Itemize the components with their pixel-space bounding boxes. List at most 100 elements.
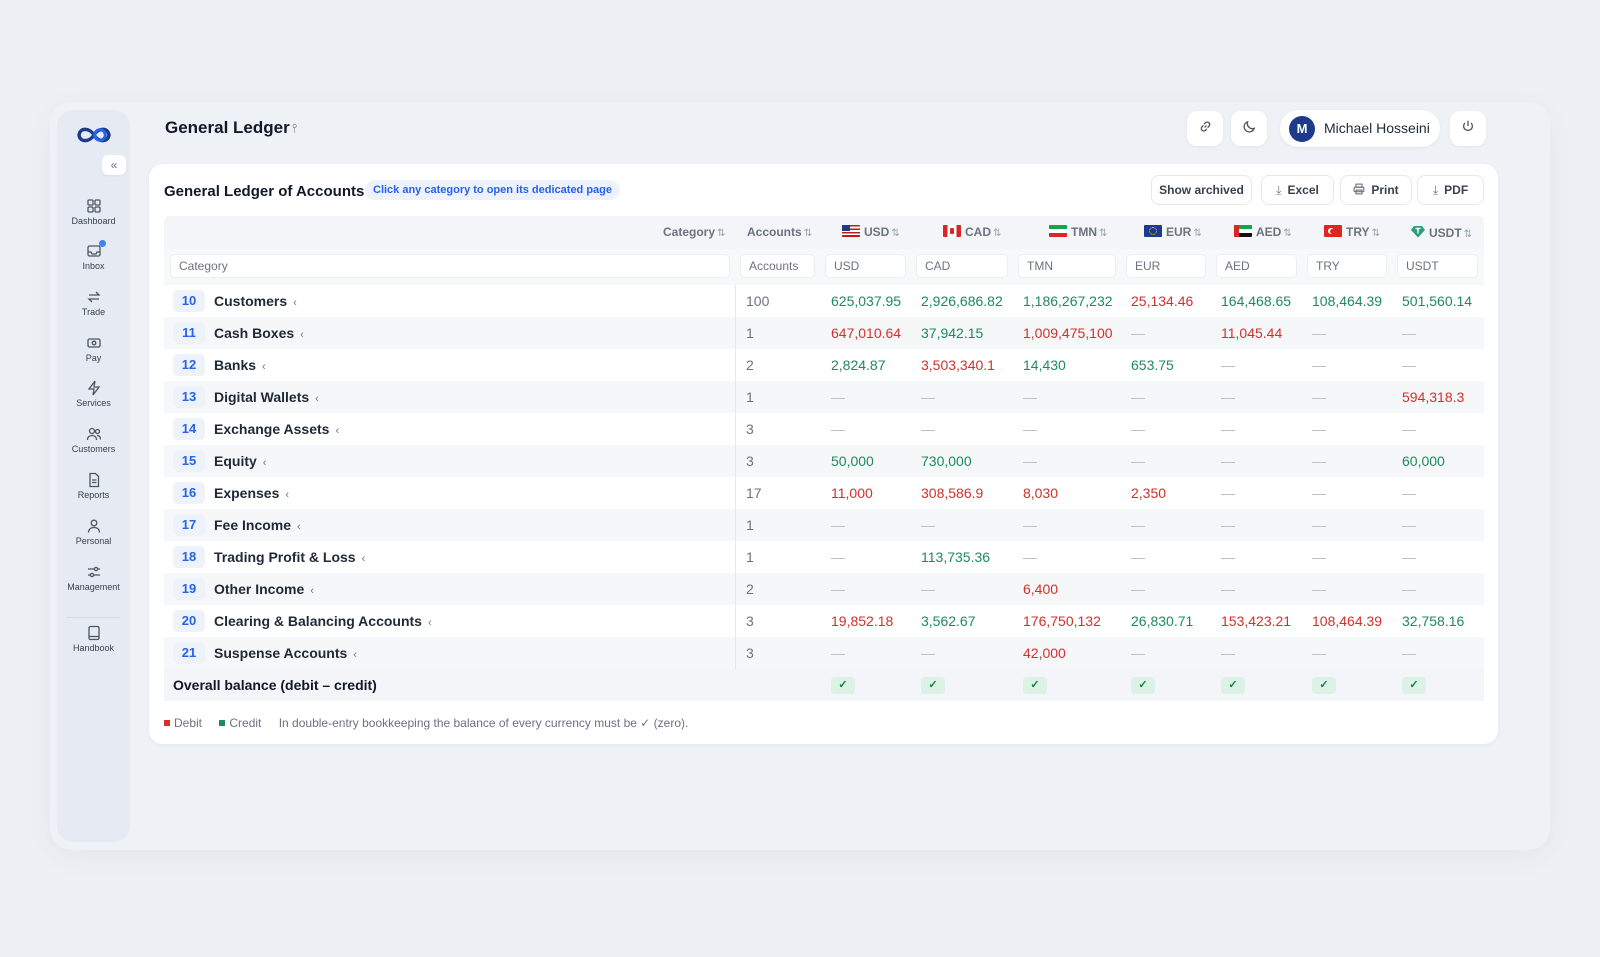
column-divider [735,413,736,445]
usdt-filter-input[interactable] [1397,254,1478,278]
sort-category-header[interactable]: Category ⇅ [663,225,725,239]
show-archived-button[interactable]: Show archived [1151,175,1252,205]
sidebar-item-label: Personal [75,536,112,546]
copy-link-button[interactable] [1187,111,1223,146]
sort-try-header[interactable]: TRY ⇅ [1324,225,1380,239]
sidebar-item-customers[interactable]: Customers [57,426,130,454]
table-row[interactable]: 12 Banks ‹ 2 2,824.87 3,503,340.1 14,430 653.75… [164,349,1484,381]
app-window: « Dashboard Inbox Trade Pay Services Cus… [50,102,1550,850]
sidebar-item-handbook[interactable]: Handbook [57,625,130,653]
try-balance: 108,464.39 [1312,293,1383,309]
category-link[interactable]: Cash Boxes ‹ [214,325,304,341]
aed-filter-input[interactable] [1216,254,1297,278]
table-row[interactable]: 15 Equity ‹ 3 50,000 730,000 — — — — 60,000 [164,445,1484,477]
category-link[interactable]: Suspense Accounts ‹ [214,645,357,661]
usd-filter-input[interactable] [825,254,906,278]
column-divider [735,445,736,477]
link-icon [1198,119,1213,139]
category-link[interactable]: Banks ‹ [214,357,266,373]
cad-balance: — [921,645,935,661]
category-link[interactable]: Trading Profit & Loss ‹ [214,549,365,565]
table-row[interactable]: 19 Other Income ‹ 2 — — 6,400 — — — — [164,573,1484,605]
sidebar-item-pay[interactable]: Pay [57,335,130,363]
table-row[interactable]: 10 Customers ‹ 100 625,037.95 2,926,686.82 1,1… [164,285,1484,317]
usdt-balance: 501,560.14 [1402,293,1473,309]
services-icon [86,380,102,396]
logout-button[interactable] [1450,111,1486,146]
tmn-balance: 8,030 [1023,485,1059,501]
category-link[interactable]: Fee Income ‹ [214,517,301,533]
table-row[interactable]: 13 Digital Wallets ‹ 1 — — — — — — 594,318.3 [164,381,1484,413]
aed-balance: — [1221,389,1235,405]
try-balance: — [1312,389,1326,405]
chevron-left-icon: ‹ [297,521,301,533]
eur-balance: — [1131,645,1145,661]
sidebar-item-reports[interactable]: Reports [57,472,130,500]
category-link[interactable]: Clearing & Balancing Accounts ‹ [214,613,432,629]
usdt-balance: — [1402,549,1416,565]
table-row[interactable]: 17 Fee Income ‹ 1 — — — — — — — [164,509,1484,541]
cad-filter-input[interactable] [916,254,1008,278]
table-row[interactable]: 14 Exchange Assets ‹ 3 — — — — — — — [164,413,1484,445]
category-link[interactable]: Digital Wallets ‹ [214,389,319,405]
sidebar-item-personal[interactable]: Personal [57,518,130,546]
user-menu[interactable]: M Michael Hosseini [1280,110,1440,147]
print-button[interactable]: Print [1340,175,1412,205]
accounts-count: 1 [746,549,754,565]
try-filter-input[interactable] [1307,254,1387,278]
sidebar-item-dashboard[interactable]: Dashboard [57,198,130,226]
category-link[interactable]: Equity ‹ [214,453,266,469]
category-name: Exchange Assets [214,421,330,437]
table-row[interactable]: 18 Trading Profit & Loss ‹ 1 — 113,735.36 — — — —… [164,541,1484,573]
sidebar-item-label: Handbook [72,643,115,653]
unread-dot [98,240,106,247]
accounts-filter-input[interactable] [740,254,815,278]
tmn-filter-input[interactable] [1018,254,1116,278]
try-balance: — [1312,485,1326,501]
sort-usd-header[interactable]: USD ⇅ [842,225,900,239]
category-link[interactable]: Customers ‹ [214,293,297,309]
sort-usdt-header[interactable]: USDT ⇅ [1411,225,1472,240]
table-row[interactable]: 20 Clearing & Balancing Accounts ‹ 3 19,852.… [164,605,1484,637]
category-link[interactable]: Expenses ‹ [214,485,289,501]
sort-icon: ⇅ [891,228,900,239]
category-link[interactable]: Other Income ‹ [214,581,314,597]
balance-row: Overall balance (debit – credit) ✓ ✓ ✓ ✓… [164,669,1484,701]
collapse-sidebar-button[interactable]: « [102,155,126,175]
sidebar-item-trade[interactable]: Trade [57,289,130,317]
pin-icon[interactable]: ⫯ [292,121,298,135]
filter-row [164,249,1484,285]
category-filter-input[interactable] [170,254,730,278]
us-flag-icon [842,225,860,237]
usd-balance: — [831,421,845,437]
sort-tmn-header[interactable]: TMN ⇅ [1049,225,1107,239]
column-divider [735,477,736,509]
excel-button[interactable]: ⤓ Excel [1261,175,1334,205]
dark-mode-toggle[interactable] [1231,111,1267,146]
table-row[interactable]: 11 Cash Boxes ‹ 1 647,010.64 37,942.15 1,009,4… [164,317,1484,349]
pay-icon [86,335,102,351]
category-code: 19 [173,578,205,600]
tmn-balance: 6,400 [1023,581,1059,597]
logo-icon[interactable] [74,122,114,148]
table-row[interactable]: 16 Expenses ‹ 17 11,000 308,586.9 8,030 2,350 — —… [164,477,1484,509]
aed-balance: — [1221,581,1235,597]
category-name: Fee Income [214,517,292,533]
personal-icon [86,518,102,534]
sort-aed-header[interactable]: AED ⇅ [1234,225,1292,239]
aed-balance: — [1221,421,1235,437]
sort-accounts-header[interactable]: Accounts ⇅ [747,225,812,239]
cad-balance: 308,586.9 [921,485,984,501]
table-row[interactable]: 21 Suspense Accounts ‹ 3 — — 42,000 — — — — [164,637,1484,669]
sidebar-item-services[interactable]: Services [57,380,130,408]
eur-filter-input[interactable] [1126,254,1206,278]
column-divider [735,381,736,413]
sidebar-item-inbox[interactable]: Inbox [57,240,130,271]
category-link[interactable]: Exchange Assets ‹ [214,421,339,437]
sort-eur-header[interactable]: EUR ⇅ [1144,225,1202,239]
pdf-button[interactable]: ⤓ PDF [1417,175,1484,205]
aed-balance: 153,423.21 [1221,613,1292,629]
eur-balance: — [1131,421,1145,437]
sidebar-item-management[interactable]: Management [57,564,130,592]
sort-cad-header[interactable]: CAD ⇅ [943,225,1001,239]
